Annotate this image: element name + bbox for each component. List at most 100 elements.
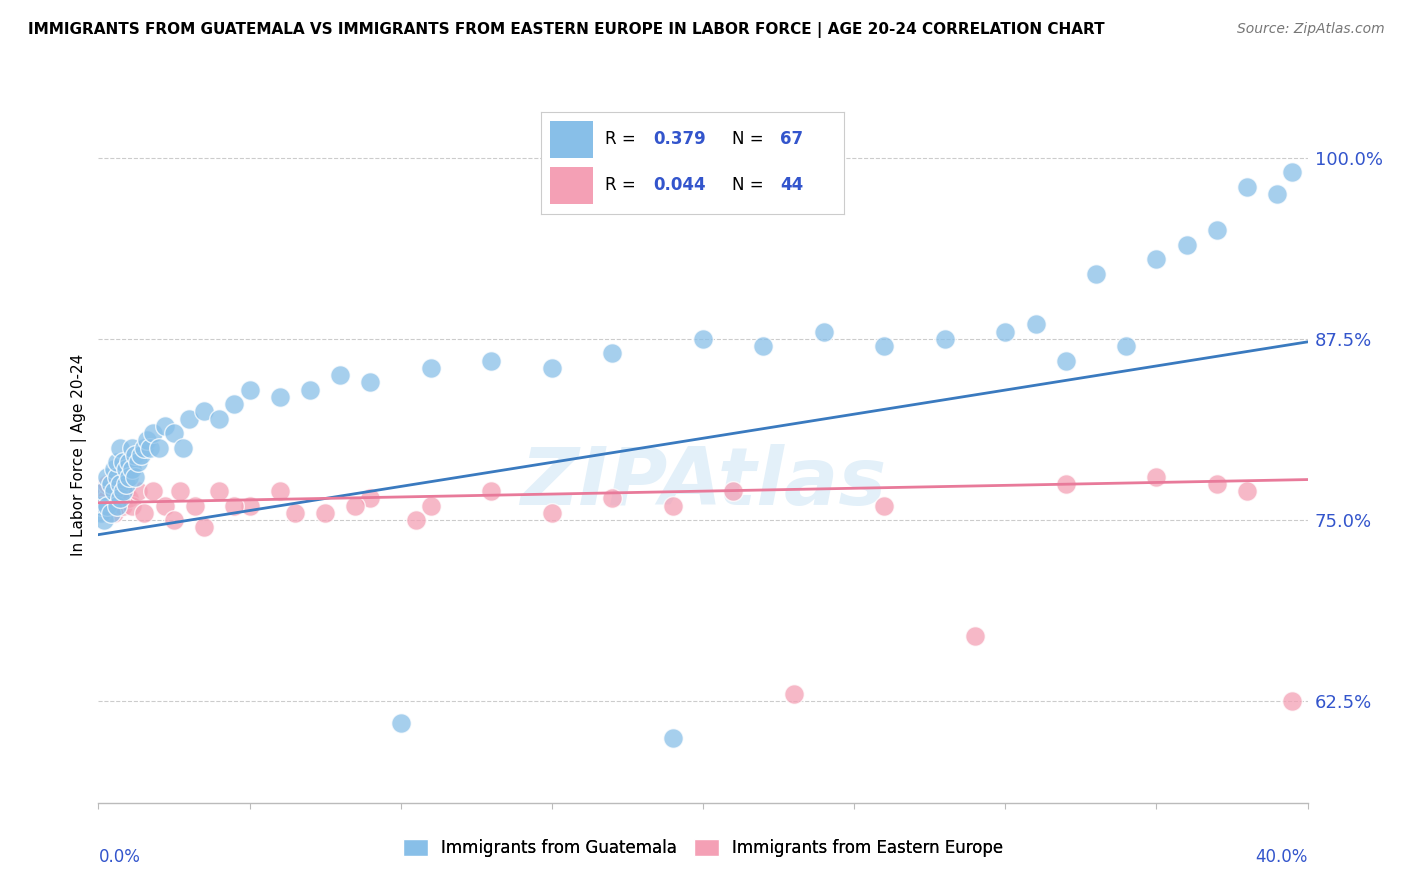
Point bbox=[103, 484, 125, 499]
Point bbox=[103, 484, 125, 499]
Text: R =: R = bbox=[605, 129, 636, 148]
Point bbox=[208, 484, 231, 499]
Point bbox=[90, 506, 112, 520]
FancyBboxPatch shape bbox=[550, 120, 593, 158]
Point bbox=[1236, 179, 1258, 194]
Point bbox=[481, 353, 503, 368]
Text: 0.044: 0.044 bbox=[654, 176, 706, 194]
Point bbox=[540, 360, 562, 375]
Point bbox=[148, 441, 170, 455]
Point bbox=[873, 339, 896, 353]
FancyBboxPatch shape bbox=[550, 167, 593, 204]
Point bbox=[93, 499, 115, 513]
Point bbox=[100, 499, 122, 513]
Point bbox=[329, 368, 352, 383]
Point bbox=[142, 484, 165, 499]
Text: 0.379: 0.379 bbox=[654, 129, 706, 148]
Point bbox=[93, 513, 115, 527]
Point bbox=[1144, 252, 1167, 267]
Legend: Immigrants from Guatemala, Immigrants from Eastern Europe: Immigrants from Guatemala, Immigrants fr… bbox=[396, 832, 1010, 864]
Point bbox=[93, 484, 115, 499]
Point bbox=[103, 462, 125, 476]
Point bbox=[208, 411, 231, 425]
Text: ZIPAtlas: ZIPAtlas bbox=[520, 443, 886, 522]
Point bbox=[118, 455, 141, 469]
Text: Source: ZipAtlas.com: Source: ZipAtlas.com bbox=[1237, 22, 1385, 37]
Point bbox=[224, 499, 246, 513]
Point bbox=[105, 491, 128, 506]
Point bbox=[100, 506, 122, 520]
Point bbox=[121, 499, 143, 513]
Point bbox=[344, 499, 367, 513]
Point bbox=[132, 506, 155, 520]
Point bbox=[934, 332, 956, 346]
Point bbox=[389, 716, 412, 731]
Point bbox=[96, 499, 118, 513]
Point bbox=[135, 434, 157, 448]
Point bbox=[1054, 476, 1077, 491]
Point bbox=[662, 499, 685, 513]
Point bbox=[127, 455, 149, 469]
Point bbox=[142, 426, 165, 441]
Point bbox=[239, 383, 262, 397]
Point bbox=[269, 390, 291, 404]
Point bbox=[193, 520, 215, 534]
Point bbox=[314, 506, 336, 520]
Point bbox=[873, 499, 896, 513]
Point bbox=[1206, 223, 1229, 237]
Point bbox=[105, 469, 128, 483]
Point bbox=[121, 462, 143, 476]
Text: 0.0%: 0.0% bbox=[98, 848, 141, 866]
Point bbox=[132, 441, 155, 455]
Point bbox=[1144, 469, 1167, 483]
Y-axis label: In Labor Force | Age 20-24: In Labor Force | Age 20-24 bbox=[72, 354, 87, 556]
Point bbox=[108, 441, 131, 455]
Point bbox=[1054, 353, 1077, 368]
Point bbox=[239, 499, 262, 513]
Point bbox=[360, 376, 382, 390]
Point bbox=[602, 346, 624, 360]
Text: N =: N = bbox=[731, 129, 763, 148]
Point bbox=[114, 462, 136, 476]
Point bbox=[96, 476, 118, 491]
Point bbox=[1281, 694, 1303, 708]
Point bbox=[111, 484, 134, 499]
Point bbox=[105, 499, 128, 513]
Point bbox=[108, 476, 131, 491]
Point bbox=[994, 325, 1017, 339]
Point bbox=[111, 499, 134, 513]
Point bbox=[139, 441, 162, 455]
Point bbox=[153, 419, 176, 434]
Point bbox=[299, 383, 322, 397]
Text: R =: R = bbox=[605, 176, 636, 194]
Point bbox=[129, 448, 152, 462]
Point bbox=[169, 484, 191, 499]
Point bbox=[103, 506, 125, 520]
Point bbox=[114, 484, 136, 499]
Point bbox=[1236, 484, 1258, 499]
Point bbox=[284, 506, 307, 520]
Point bbox=[360, 491, 382, 506]
Point bbox=[193, 404, 215, 418]
Point bbox=[224, 397, 246, 411]
Point bbox=[153, 499, 176, 513]
Point bbox=[114, 476, 136, 491]
Point bbox=[105, 455, 128, 469]
Text: N =: N = bbox=[731, 176, 763, 194]
Point bbox=[813, 325, 835, 339]
Point bbox=[121, 441, 143, 455]
Point bbox=[184, 499, 207, 513]
Text: 67: 67 bbox=[780, 129, 803, 148]
Text: 44: 44 bbox=[780, 176, 803, 194]
Point bbox=[172, 441, 194, 455]
Point bbox=[481, 484, 503, 499]
Point bbox=[1115, 339, 1137, 353]
Point bbox=[90, 499, 112, 513]
Point bbox=[1024, 318, 1046, 332]
Point bbox=[127, 484, 149, 499]
Point bbox=[118, 469, 141, 483]
Text: 40.0%: 40.0% bbox=[1256, 848, 1308, 866]
Point bbox=[405, 513, 427, 527]
Point bbox=[163, 513, 186, 527]
Point bbox=[1281, 165, 1303, 179]
